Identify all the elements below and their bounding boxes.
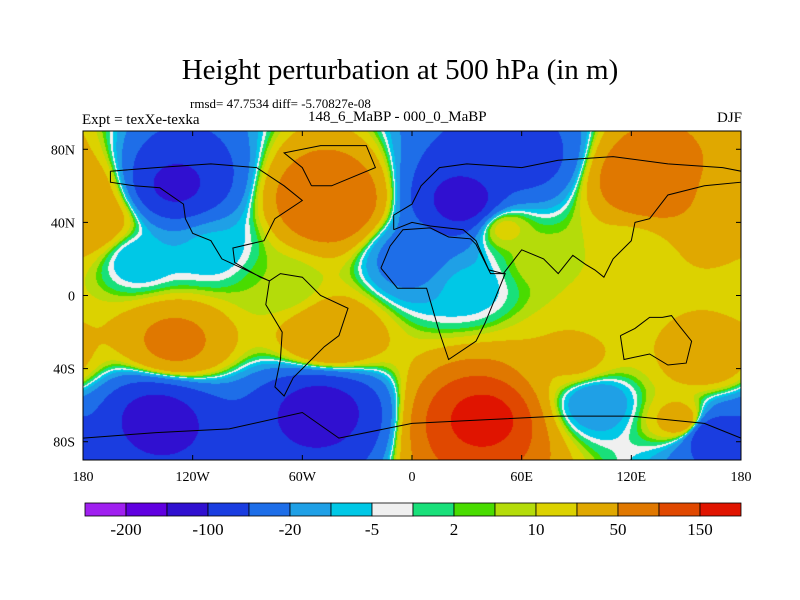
lat-tick-label: 40S bbox=[53, 363, 75, 378]
colorbar: -200 -100 -20 -5 2 10 50 150 bbox=[84, 502, 742, 539]
lat-tick-label: 80S bbox=[53, 436, 75, 451]
coastline bbox=[393, 156, 742, 278]
colorbar-label: 50 bbox=[610, 520, 627, 539]
colorbar-swatch bbox=[576, 502, 619, 517]
colorbar-label: 150 bbox=[687, 520, 713, 539]
coastline bbox=[619, 315, 693, 366]
stats-line: rmsd= 47.7534 diff= -5.70827e-08 bbox=[190, 96, 371, 111]
colorbar-swatch bbox=[289, 502, 332, 517]
colorbar-swatch bbox=[371, 502, 414, 517]
coastline bbox=[82, 411, 742, 439]
coastline-group bbox=[82, 145, 742, 439]
lon-tick-label: 0 bbox=[409, 470, 416, 485]
colorbar-label: -100 bbox=[192, 520, 223, 539]
lon-tick-label: 60W bbox=[289, 470, 317, 485]
map-frame bbox=[82, 130, 742, 461]
colorbar-swatch bbox=[453, 502, 496, 517]
lon-tick-label: 180 bbox=[731, 470, 752, 485]
colorbar-swatch bbox=[699, 502, 742, 517]
colorbar-swatch bbox=[207, 502, 250, 517]
plot-title: Height perturbation at 500 hPa (in m) bbox=[181, 54, 619, 86]
colorbar-label: -20 bbox=[279, 520, 302, 539]
colorbar-label: 10 bbox=[528, 520, 545, 539]
colorbar-swatch bbox=[658, 502, 701, 517]
colorbar-swatch bbox=[166, 502, 209, 517]
lat-tick-label: 80N bbox=[51, 143, 75, 158]
colorbar-swatch bbox=[412, 502, 455, 517]
colorbar-swatch bbox=[84, 502, 127, 517]
colorbar-label: -200 bbox=[110, 520, 141, 539]
height-perturbation-map bbox=[83, 131, 741, 460]
lon-tick-label: 60E bbox=[510, 470, 533, 485]
colorbar-swatch bbox=[125, 502, 168, 517]
colorbar-swatch bbox=[330, 502, 373, 517]
colorbar-label: -5 bbox=[365, 520, 379, 539]
colorbar-swatch bbox=[617, 502, 660, 517]
coastline bbox=[380, 227, 506, 361]
lon-tick-label: 120E bbox=[617, 470, 647, 485]
coastline bbox=[109, 163, 304, 282]
colorbar-swatch bbox=[494, 502, 537, 517]
colorbar-label: 2 bbox=[450, 520, 459, 539]
colorbar-swatch bbox=[248, 502, 291, 517]
lon-tick-label: 120W bbox=[176, 470, 211, 485]
lat-tick-label: 0 bbox=[68, 290, 75, 305]
period-label: 148_6_MaBP - 000_0_MaBP bbox=[308, 109, 487, 125]
experiment-label: Expt = texXe-texka bbox=[82, 112, 200, 128]
coastline bbox=[265, 273, 349, 397]
coastline bbox=[282, 145, 377, 187]
season-label: DJF bbox=[716, 110, 742, 126]
lon-tick-label: 180 bbox=[73, 470, 94, 485]
lat-tick-label: 40N bbox=[51, 216, 75, 231]
colorbar-swatch bbox=[535, 502, 578, 517]
